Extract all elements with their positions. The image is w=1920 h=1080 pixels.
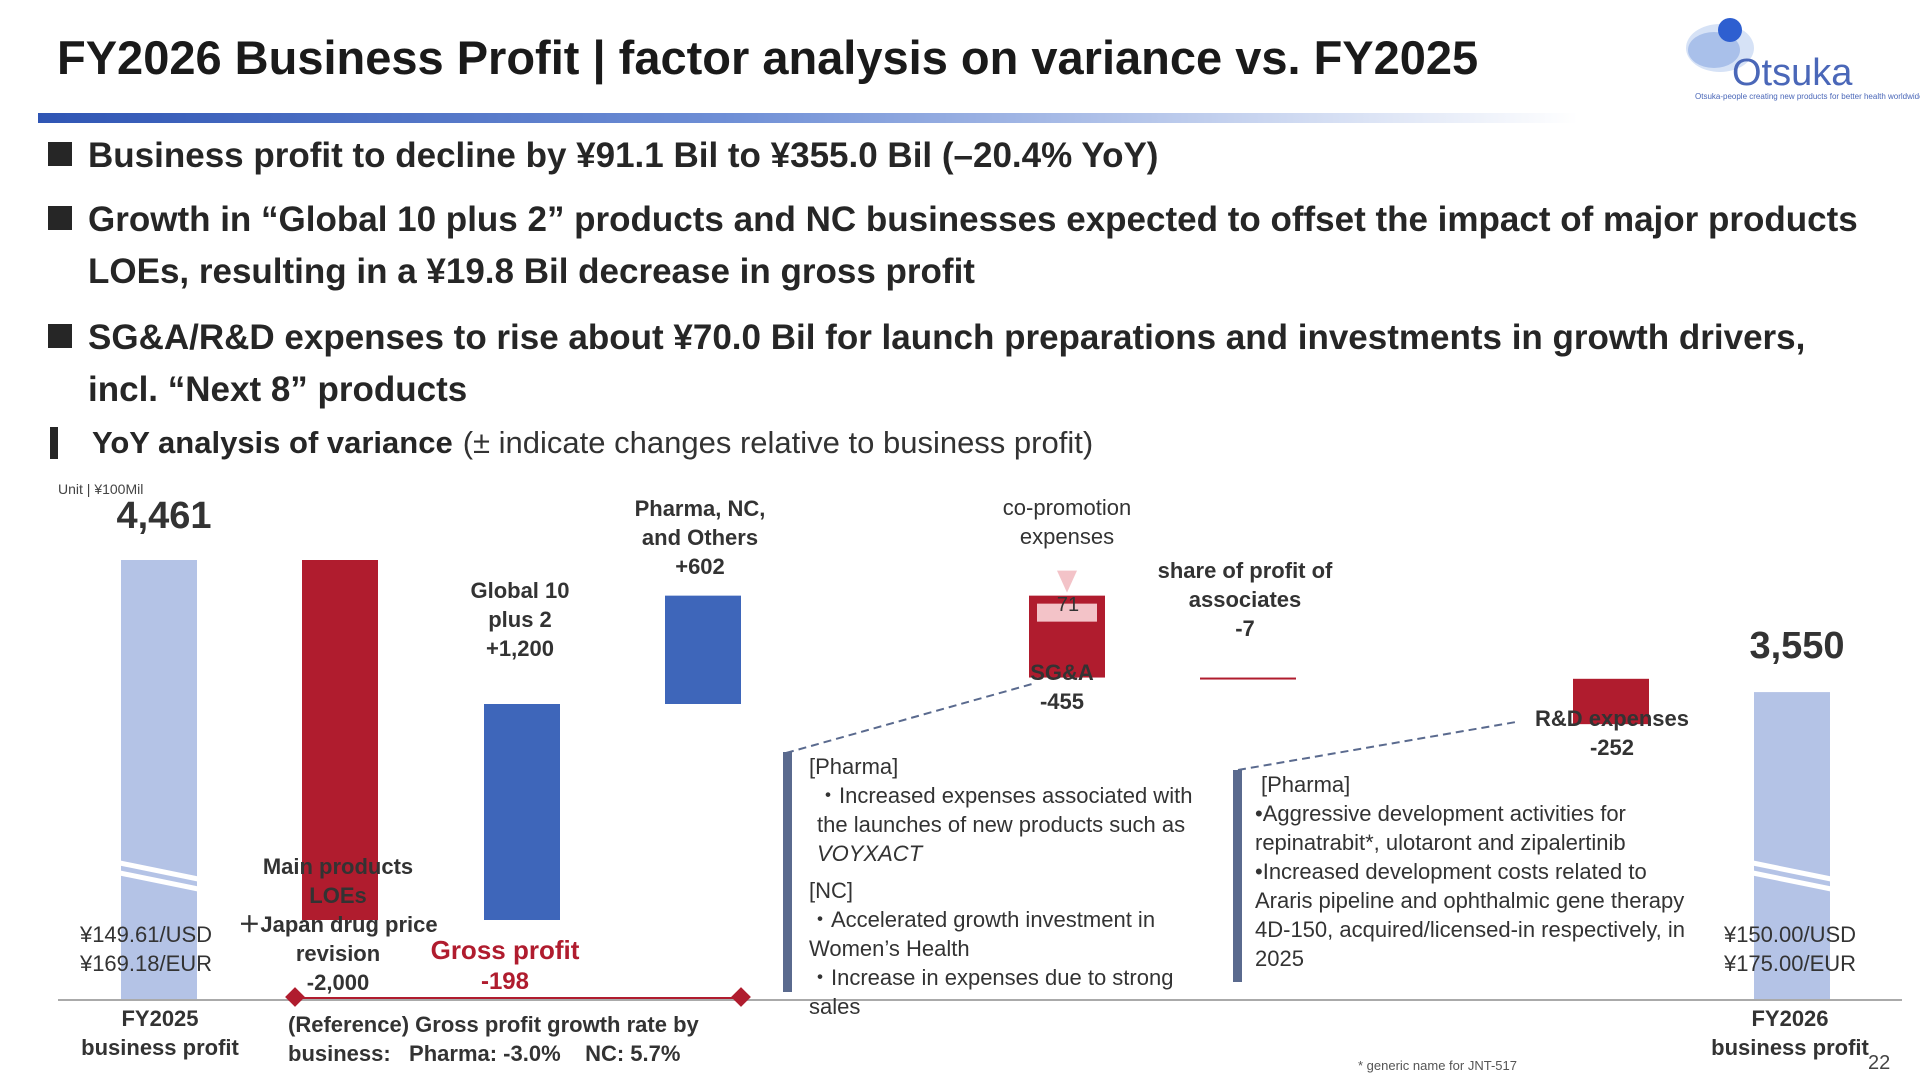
sga-line: [Pharma]	[809, 754, 899, 779]
chart-subheading: YoY analysis of variance (± indicate cha…	[50, 425, 1093, 461]
global10-label: Global 10 plus 2 +1,200	[470, 578, 570, 661]
gross-profit-title: Gross profit	[430, 935, 580, 965]
associates-label: share of profit of associates -7	[1157, 558, 1333, 641]
start-category-label: FY2025 business profit	[81, 1006, 239, 1060]
bar-associates	[1200, 677, 1296, 680]
bar-copromotion-segment	[1037, 603, 1097, 622]
rd-line: [Pharma]	[1261, 772, 1351, 797]
sga-line: ・Accelerated growth investment in Women’…	[809, 907, 1156, 961]
rd-explanation-box: [Pharma] •Aggressive development activit…	[1233, 770, 1693, 982]
footnote: * generic name for JNT-517	[1358, 1058, 1517, 1073]
bullet-text: SG&A/R&D expenses to rise about ¥70.0 Bi…	[88, 318, 1806, 409]
title-underline	[38, 113, 1578, 123]
end-category-label: FY2026 business profit	[1711, 1006, 1869, 1060]
bullet-3: SG&A/R&D expenses to rise about ¥70.0 Bi…	[48, 312, 1878, 416]
sga-line: ・Increased expenses associated with the …	[817, 783, 1193, 866]
bar-pharma-nc	[665, 595, 741, 704]
sga-label: SG&A -455	[1030, 660, 1094, 714]
logo-tagline: Otsuka-people creating new products for …	[1695, 92, 1920, 101]
bar-fy2025-total	[121, 560, 197, 1000]
rd-callout-line	[1237, 721, 1517, 771]
bracket-diamond-left	[285, 987, 305, 1007]
page-title: FY2026 Business Profit | factor analysis…	[57, 31, 1479, 84]
unit-label: Unit | ¥100Mil	[58, 481, 144, 497]
page-number: 22	[1868, 1052, 1891, 1074]
bar-fy2026-total	[1754, 692, 1830, 1000]
bullet-text: Growth in “Global 10 plus 2” products an…	[88, 200, 1858, 291]
sga-callout-line	[785, 683, 1033, 754]
sga-line: ・Increase in expenses due to strong sale…	[809, 965, 1174, 1019]
bullet-square-icon	[48, 206, 72, 230]
gross-profit-value: -198	[480, 968, 530, 995]
copromotion-arrow-icon	[1057, 570, 1077, 593]
loe-label: Main products LOEs ＋Japan drug price rev…	[238, 854, 438, 995]
sga-explanation-box: [Pharma] ・Increased expenses associated …	[783, 752, 1203, 1019]
sga-line: [NC]	[809, 878, 853, 903]
rd-line: •Increased development costs related to …	[1255, 859, 1686, 971]
logo-wordmark: Otsuka	[1732, 52, 1853, 94]
sga-box-bar	[783, 752, 792, 992]
bullet-text: Business profit to decline by ¥91.1 Bil …	[88, 136, 1159, 175]
subheading-bold: YoY analysis of variance	[92, 425, 453, 460]
rd-box-bar	[1233, 770, 1242, 982]
axis-break-start-icon	[114, 859, 204, 893]
rd-explanation-list: [Pharma] •Aggressive development activit…	[1255, 770, 1693, 973]
bracket-diamond-right	[731, 987, 751, 1007]
logo-icon	[1686, 18, 1754, 72]
bullet-2: Growth in “Global 10 plus 2” products an…	[48, 194, 1878, 298]
rd-label: R&D expenses -252	[1534, 706, 1690, 760]
copromotion-value: 71	[1056, 594, 1080, 616]
gross-profit-callout: Gross profit -198	[420, 934, 590, 998]
bar-rd	[1573, 678, 1649, 725]
axis-break-end-icon	[1747, 859, 1837, 893]
bar-loe	[302, 560, 378, 920]
end-value-label: 3,550	[1749, 625, 1845, 667]
bar-global10	[484, 704, 560, 920]
bullet-1: Business profit to decline by ¥91.1 Bil …	[48, 130, 1878, 182]
bullet-square-icon	[48, 142, 72, 166]
fx-rate-end: ¥150.00/USD ¥175.00/EUR	[1723, 922, 1857, 976]
rd-line: •Aggressive development activities for r…	[1255, 801, 1626, 855]
subheading-bar	[50, 427, 58, 459]
copromotion-label: co-promotion expenses	[1002, 495, 1132, 549]
fx-rate-start: ¥149.61/USD ¥169.18/EUR	[79, 922, 213, 976]
start-value-label: 4,461	[116, 495, 212, 537]
pharma-nc-label: Pharma, NC, and Others +602	[634, 496, 766, 579]
reference-growth-note: (Reference) Gross profit growth rate by …	[288, 1012, 699, 1066]
subheading-note: (± indicate changes relative to business…	[462, 425, 1094, 460]
bullet-square-icon	[48, 324, 72, 348]
sga-explanation-list: [Pharma] ・Increased expenses associated …	[809, 752, 1203, 1021]
